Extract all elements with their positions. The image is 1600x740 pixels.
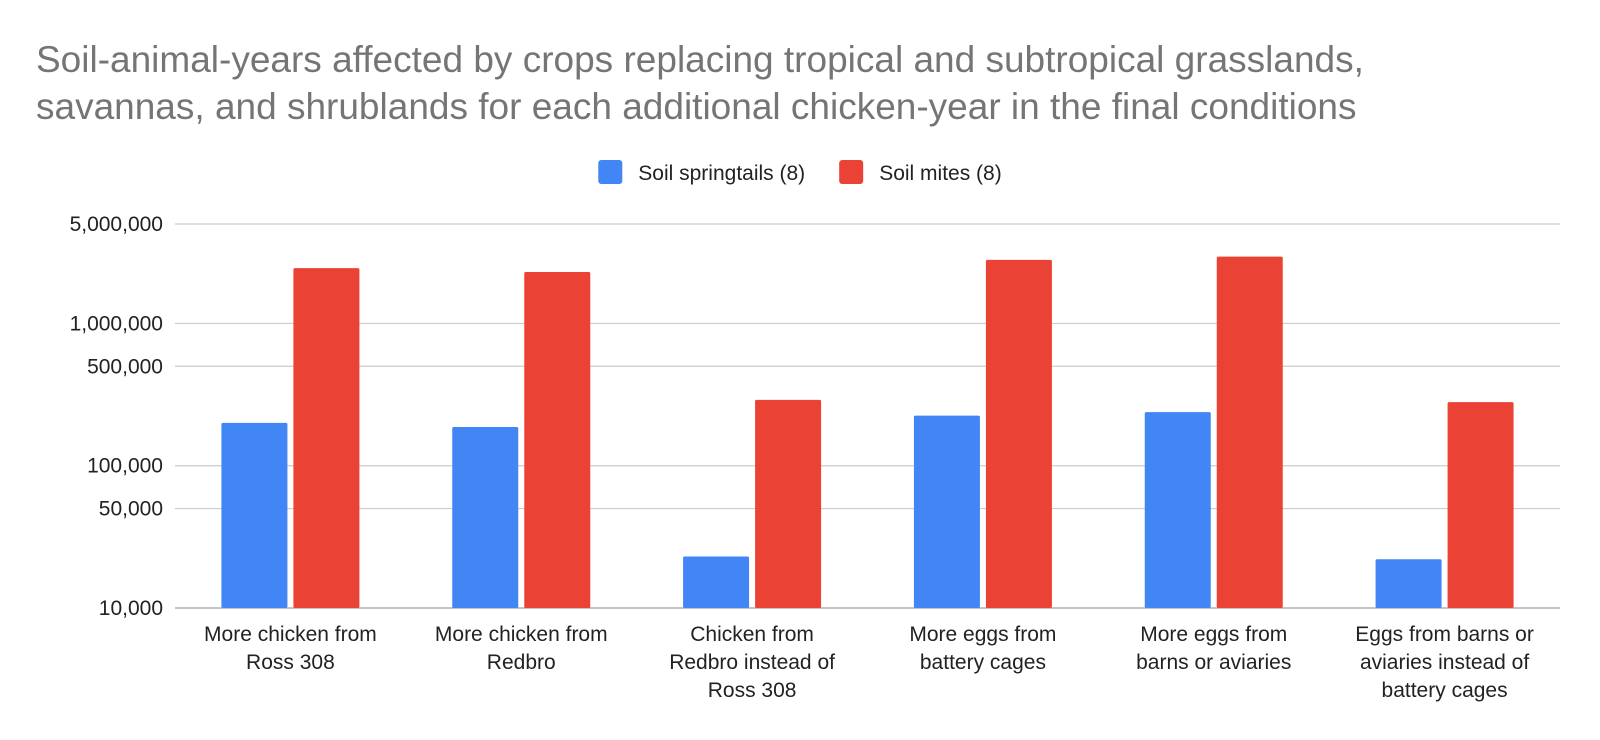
x-tick-label: Ross 308 — [708, 679, 797, 702]
bar — [452, 427, 519, 608]
bar — [1216, 256, 1283, 608]
x-tick-label: More chicken from — [435, 623, 608, 646]
x-axis: More chicken from Ross 308 More chicken fr… — [204, 623, 1534, 702]
x-tick-label: More eggs from — [1140, 623, 1287, 646]
y-tick-label: 500,000 — [87, 355, 163, 378]
y-tick-label: 100,000 — [87, 455, 163, 478]
bar — [985, 259, 1052, 608]
y-axis: 10,000 50,000 100,000 500,000 1,000,000 5,000… — [70, 213, 163, 620]
x-tick-label: barns or aviaries — [1136, 651, 1291, 674]
bar — [755, 399, 822, 608]
bar — [1375, 559, 1442, 608]
legend-swatch — [598, 160, 623, 184]
bar — [1447, 402, 1514, 608]
bars — [221, 256, 1514, 608]
legend: Soil springtails (8) Soil mites (8) — [598, 160, 1002, 185]
x-tick-label: Ross 308 — [246, 651, 335, 674]
x-tick-label: battery cages — [1382, 679, 1508, 702]
bar — [913, 415, 980, 608]
y-tick-label: 50,000 — [99, 498, 163, 521]
x-tick-label: aviaries instead of — [1360, 651, 1529, 674]
y-tick-label: 5,000,000 — [70, 213, 163, 236]
y-tick-label: 10,000 — [99, 597, 163, 620]
bar — [293, 268, 360, 608]
x-tick-label: Redbro instead of — [669, 651, 835, 674]
grid — [175, 223, 1560, 609]
chart-title: Soil-animal-years affected by crops repl… — [36, 36, 1576, 130]
legend-label: Soil springtails (8) — [638, 162, 805, 185]
y-tick-label: 1,000,000 — [70, 312, 163, 335]
x-tick-label: More eggs from — [909, 623, 1056, 646]
x-tick-label: battery cages — [920, 651, 1046, 674]
bar — [221, 422, 288, 608]
x-tick-label: Redbro — [487, 651, 556, 674]
legend-swatch — [839, 160, 864, 184]
chart-title-line-2: savannas, and shrublands for each additi… — [36, 86, 1357, 127]
x-tick-label: Eggs from barns or — [1355, 623, 1534, 646]
legend-label: Soil mites (8) — [879, 162, 1002, 185]
bar — [683, 556, 750, 608]
bar — [1144, 412, 1211, 608]
bar — [524, 271, 591, 608]
chart-title-line-1: Soil-animal-years affected by crops repl… — [36, 39, 1364, 80]
x-tick-label: More chicken from — [204, 623, 377, 646]
x-tick-label: Chicken from — [690, 623, 814, 646]
